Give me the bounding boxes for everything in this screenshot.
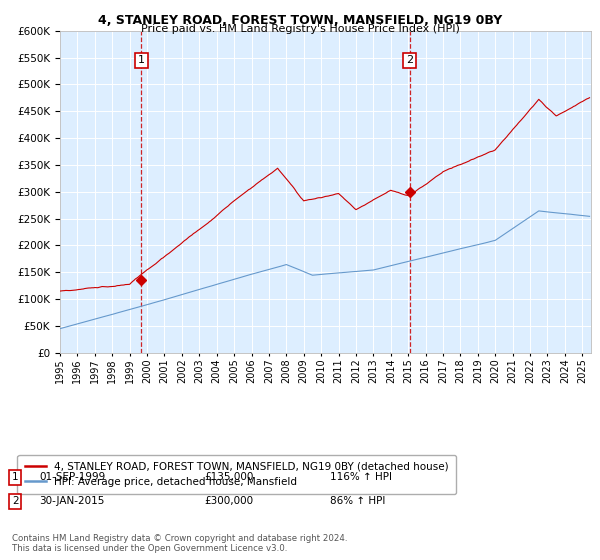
Text: 4, STANLEY ROAD, FOREST TOWN, MANSFIELD, NG19 0BY: 4, STANLEY ROAD, FOREST TOWN, MANSFIELD,…	[98, 14, 502, 27]
Text: Contains HM Land Registry data © Crown copyright and database right 2024.
This d: Contains HM Land Registry data © Crown c…	[12, 534, 347, 553]
Text: £135,000: £135,000	[204, 472, 253, 482]
Text: 01-SEP-1999: 01-SEP-1999	[39, 472, 105, 482]
Text: 30-JAN-2015: 30-JAN-2015	[39, 496, 104, 506]
Text: Price paid vs. HM Land Registry's House Price Index (HPI): Price paid vs. HM Land Registry's House …	[140, 24, 460, 34]
Text: 2: 2	[12, 496, 19, 506]
Legend: 4, STANLEY ROAD, FOREST TOWN, MANSFIELD, NG19 0BY (detached house), HPI: Average: 4, STANLEY ROAD, FOREST TOWN, MANSFIELD,…	[17, 455, 456, 494]
Text: 1: 1	[12, 472, 19, 482]
Text: 1: 1	[138, 55, 145, 66]
Text: 2: 2	[406, 55, 413, 66]
Text: 86% ↑ HPI: 86% ↑ HPI	[330, 496, 385, 506]
Text: 116% ↑ HPI: 116% ↑ HPI	[330, 472, 392, 482]
Text: £300,000: £300,000	[204, 496, 253, 506]
